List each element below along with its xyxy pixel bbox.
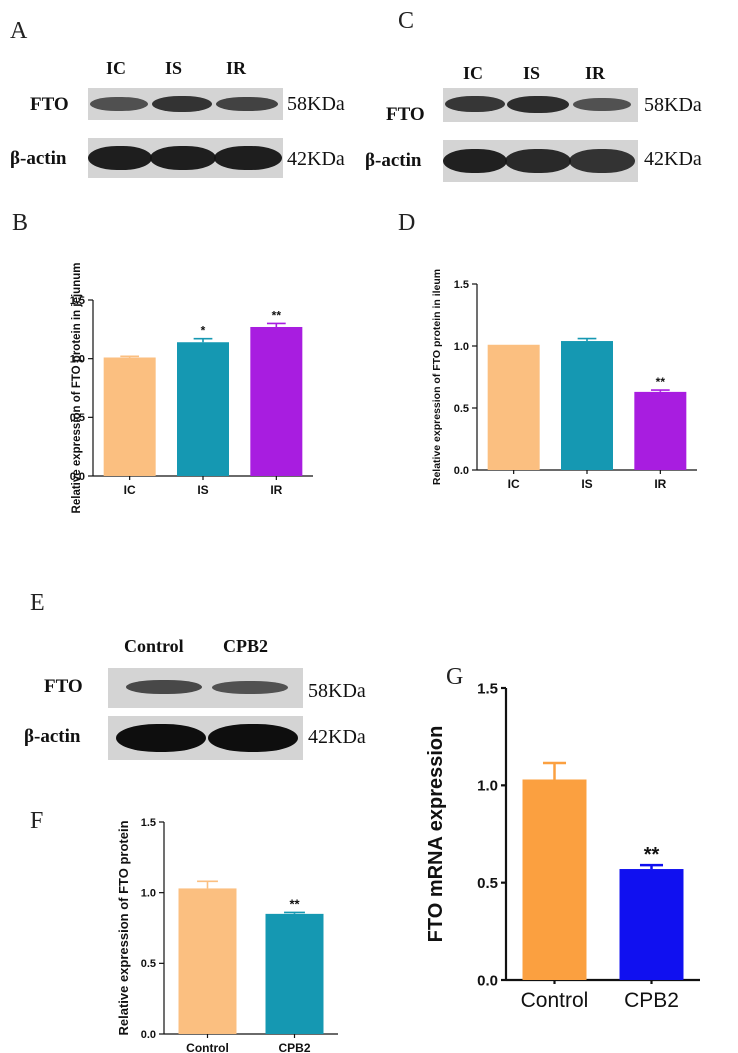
y-tick-label: 0.0	[141, 1029, 156, 1041]
significance-marker: **	[289, 896, 300, 911]
lane-label: IC	[463, 63, 484, 83]
molecular-weight-label: 42KDa	[644, 148, 702, 170]
blot-band	[212, 681, 288, 694]
blot-band	[214, 146, 282, 170]
significance-marker: **	[656, 375, 666, 389]
y-tick-label: 0.5	[477, 875, 498, 892]
blot-band	[445, 96, 505, 112]
x-tick-label: IC	[508, 477, 520, 491]
significance-marker: *	[201, 324, 206, 338]
molecular-weight-label: 42KDa	[287, 148, 345, 170]
actin-blot-strip	[88, 138, 283, 178]
blot-row-label: FTO	[30, 94, 69, 115]
y-tick-label: 1.0	[477, 778, 498, 795]
blot-band	[573, 98, 631, 111]
x-tick-label: Control	[186, 1041, 229, 1053]
lane-label: IR	[226, 58, 247, 78]
y-tick-label: 1.5	[141, 817, 156, 829]
molecular-weight-label: 58KDa	[308, 680, 366, 702]
blot-band	[152, 96, 212, 112]
actin-blot-strip	[108, 716, 303, 760]
y-tick-label: 0.0	[70, 471, 85, 483]
bar	[103, 357, 156, 476]
blot-band	[216, 97, 278, 111]
blot-row-label: β-actin	[10, 148, 67, 169]
y-tick-label: 1.0	[70, 354, 85, 366]
lane-label: CPB2	[223, 636, 268, 656]
molecular-weight-label: 58KDa	[287, 93, 345, 115]
lane-label: IR	[585, 63, 606, 83]
lane-label: IC	[106, 58, 127, 78]
bar	[265, 913, 324, 1034]
fto-blot-strip	[443, 88, 638, 122]
panel-label-d: D	[398, 210, 416, 236]
blot-band	[505, 149, 571, 173]
y-tick-label: 0.0	[454, 465, 469, 477]
y-tick-label: 0.5	[70, 412, 85, 424]
panel-label-a: A	[10, 18, 28, 44]
x-tick-label: IC	[124, 483, 136, 497]
lane-label: IS	[523, 63, 541, 83]
fto-blot-strip	[108, 668, 303, 708]
y-tick-label: 1.0	[454, 341, 469, 353]
blot-band	[88, 146, 152, 170]
y-tick-label: 0.5	[141, 958, 156, 970]
blot-row-label: FTO	[386, 104, 425, 125]
y-axis-label: FTO mRNA expression	[425, 726, 447, 943]
blot-row-label: β-actin	[365, 150, 422, 171]
significance-marker: **	[644, 844, 660, 866]
y-axis-label: Relative expression of FTO protein in il…	[431, 269, 443, 485]
x-tick-label: Control	[521, 989, 589, 1012]
bar	[619, 869, 684, 980]
blot-band	[90, 97, 148, 111]
actin-blot-strip	[443, 140, 638, 182]
blot-band	[126, 680, 202, 694]
molecular-weight-label: 42KDa	[308, 726, 366, 748]
bar	[522, 779, 587, 980]
x-tick-label: IR	[270, 483, 282, 497]
bar	[177, 342, 229, 476]
x-tick-label: CPB2	[624, 989, 679, 1012]
fto-blot-strip	[88, 88, 283, 120]
x-tick-label: CPB2	[278, 1041, 310, 1053]
panel-label-f: F	[30, 808, 44, 834]
bar	[634, 391, 687, 470]
y-axis-label: Relative expression of FTO protein	[116, 820, 131, 1035]
blot-band	[507, 96, 569, 113]
y-tick-label: 1.0	[141, 888, 156, 900]
bar-chart-fto-mrna: 0.0 0.5 1.0 1.5 FTO mRNA expression Control **…	[425, 680, 700, 1012]
lane-label: Control	[124, 636, 184, 656]
x-tick-label: IS	[197, 483, 208, 497]
x-tick-label: IS	[581, 477, 592, 491]
y-tick-label: 0.0	[477, 972, 498, 989]
bar	[178, 888, 237, 1034]
bar	[561, 341, 613, 470]
panel-label-c: C	[398, 8, 415, 34]
panel-label-g: G	[446, 664, 464, 690]
x-tick-label: IR	[654, 477, 666, 491]
panel-label-b: B	[12, 210, 29, 236]
y-axis-label: Relative expression of FTO protein in je…	[71, 263, 83, 514]
y-tick-label: 0.5	[454, 403, 469, 415]
panel-label-e: E	[30, 590, 45, 616]
blot-band	[443, 149, 507, 173]
bar	[487, 344, 540, 470]
blot-band	[116, 724, 206, 752]
y-tick-label: 1.5	[454, 279, 469, 291]
y-tick-label: 1.5	[477, 680, 498, 697]
bar-chart-ileum: 0.0 0.5 1.0 1.5 Relative expression of FTO p…	[431, 269, 697, 491]
blot-band	[150, 146, 216, 170]
y-tick-label: 1.5	[70, 295, 85, 307]
lane-label: IS	[165, 58, 183, 78]
blot-band	[208, 724, 298, 752]
blot-row-label: FTO	[44, 676, 83, 697]
bar-chart-cpb2-protein: 0.0 0.5 1.0 1.5 Relative expression of FTO p…	[116, 817, 338, 1053]
significance-marker: **	[272, 308, 282, 322]
molecular-weight-label: 58KDa	[644, 94, 702, 116]
blot-band	[569, 149, 635, 173]
blot-row-label: β-actin	[24, 726, 81, 747]
bar	[250, 326, 303, 476]
